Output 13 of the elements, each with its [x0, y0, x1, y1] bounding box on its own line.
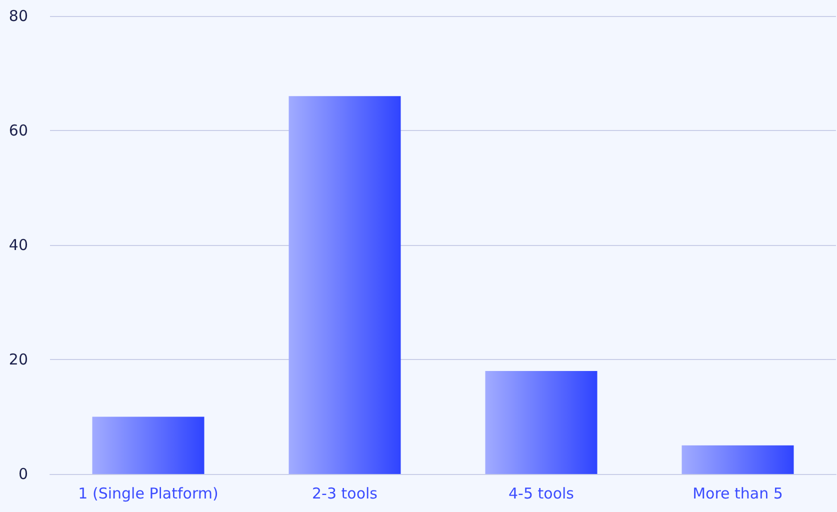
y-tick-label: 80	[8, 7, 28, 25]
bar	[288, 96, 401, 474]
y-tick-label: 40	[8, 236, 28, 254]
bar	[485, 370, 598, 474]
x-tick-label: 2-3 tools	[312, 484, 378, 502]
x-tick-label: 1 (Single Platform)	[78, 484, 218, 502]
y-tick-label: 0	[18, 465, 28, 483]
y-tick-label: 60	[8, 122, 28, 140]
bar	[92, 416, 204, 474]
bar	[682, 445, 794, 474]
x-tick-label: More than 5	[692, 484, 783, 502]
y-tick-label: 20	[8, 350, 28, 368]
x-tick-label: 4-5 tools	[508, 484, 574, 502]
